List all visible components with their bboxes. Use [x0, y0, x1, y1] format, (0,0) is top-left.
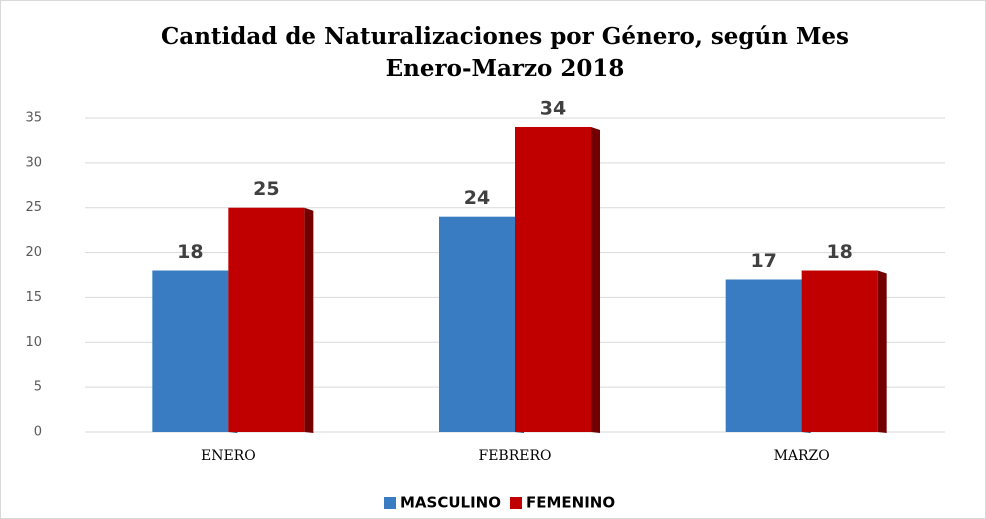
bar-side [877, 270, 887, 433]
legend-swatch [384, 497, 396, 509]
x-tick-label: FEBRERO [478, 448, 551, 464]
y-tick-label: 5 [34, 380, 42, 395]
bar [228, 207, 305, 432]
bar [152, 270, 229, 432]
value-label: 25 [253, 178, 279, 200]
value-label: 18 [826, 241, 852, 263]
y-tick-label: 20 [25, 245, 42, 260]
bar-side [304, 207, 314, 433]
x-tick-label: MARZO [774, 448, 830, 464]
value-label: 34 [540, 97, 566, 119]
y-tick-label: 25 [25, 200, 42, 215]
bar [725, 279, 802, 432]
value-label: 18 [177, 241, 203, 263]
legend-label: FEMENINO [526, 494, 615, 512]
y-tick-label: 15 [25, 290, 42, 305]
value-label: 17 [750, 250, 776, 272]
bar [439, 216, 515, 432]
chart-subtitle: Enero-Marzo 2018 [386, 55, 625, 82]
bar [801, 270, 878, 432]
chart-title: Cantidad de Naturalizaciones por Género,… [161, 23, 849, 50]
y-tick-label: 0 [34, 425, 42, 440]
bar [515, 126, 591, 432]
legend-label: MASCULINO [400, 494, 501, 512]
value-label: 24 [464, 187, 490, 209]
legend-swatch [510, 497, 522, 509]
x-tick-label: ENERO [201, 448, 256, 464]
y-tick-label: 10 [25, 335, 42, 350]
y-tick-label: 30 [25, 155, 42, 170]
bar-side [591, 126, 600, 433]
y-tick-label: 35 [25, 111, 42, 126]
